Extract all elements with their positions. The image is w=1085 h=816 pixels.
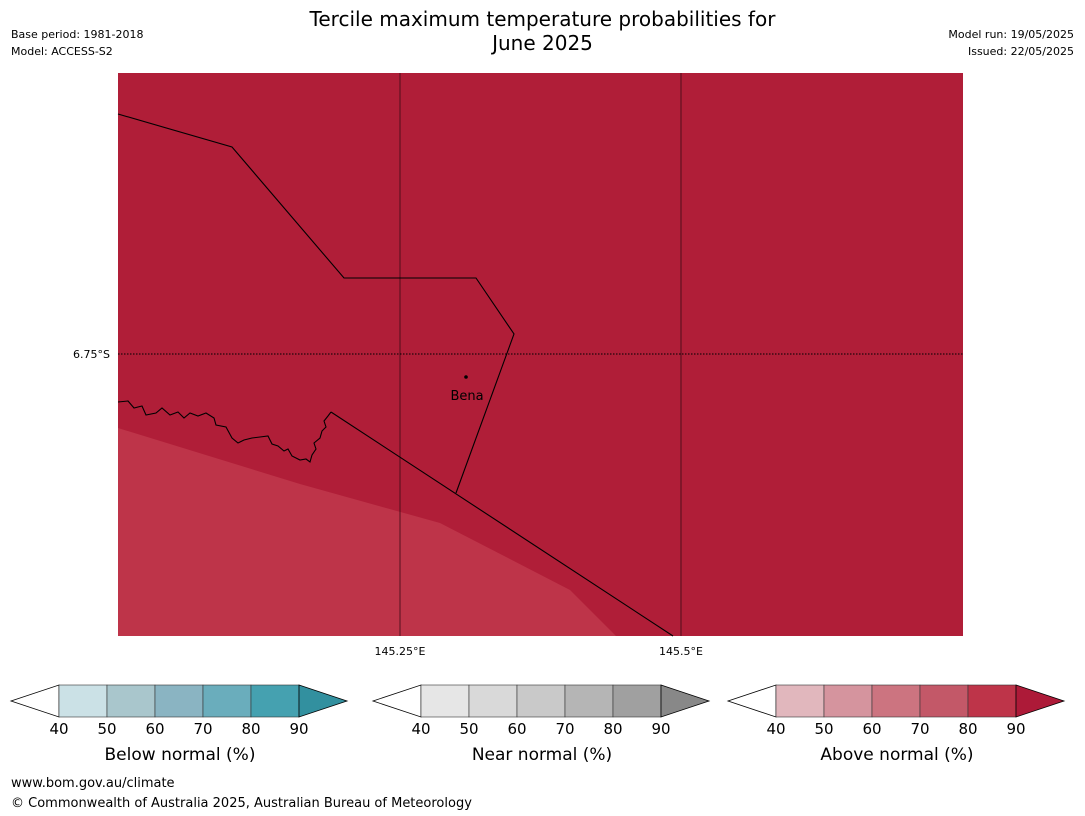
colorbar-tick-label: 40 [766, 720, 785, 738]
base-period: Base period: 1981-2018 [11, 28, 144, 41]
title-line-2: June 2025 [492, 31, 593, 55]
colorbar-segment [58, 684, 108, 718]
colorbar-below-normal-label: Below normal (%) [104, 745, 256, 765]
bena-marker [464, 375, 468, 379]
province-boundary-south [330, 411, 674, 637]
colorbar-above-normal: 40 50 60 70 80 90 [726, 684, 1066, 738]
colorbar-near-normal: 40 50 60 70 80 90 [371, 684, 711, 738]
colorbar-segment [871, 684, 921, 718]
lon-label-145-5: 145.5°E [659, 645, 703, 658]
colorbar-tick-label: 70 [193, 720, 212, 738]
footer-copyright: © Commonwealth of Australia 2025, Austra… [11, 796, 472, 811]
colorbar-segment [612, 684, 662, 718]
colorbar-tick-label: 80 [241, 720, 260, 738]
meta-right: Model run: 19/05/2025 Issued: 22/05/2025 [948, 26, 1074, 60]
colorbar-segment [202, 684, 252, 718]
colorbar-segment [967, 684, 1017, 718]
colorbar-segment [516, 684, 566, 718]
colorbar-segment [564, 684, 614, 718]
colorbar-lower-extend [371, 684, 422, 718]
bena-label: Bena [450, 389, 483, 404]
colorbar-upper-extend [660, 684, 711, 718]
colorbar-tick-label: 50 [814, 720, 833, 738]
colorbar-segment [420, 684, 470, 718]
colorbar-tick-label: 60 [507, 720, 526, 738]
colorbar-segment [106, 684, 156, 718]
colorbar-segment [823, 684, 873, 718]
colorbar-below-normal: 40 50 60 70 80 90 [9, 684, 349, 738]
colorbar-upper-extend [298, 684, 349, 718]
colorbar-segment [775, 684, 825, 718]
map-fill-lower-probability [118, 428, 616, 636]
colorbar-tick-label: 60 [145, 720, 164, 738]
colorbar-segment [468, 684, 518, 718]
colorbar-lower-extend [9, 684, 60, 718]
colorbar-upper-extend [1015, 684, 1066, 718]
colorbar-tick-label: 60 [862, 720, 881, 738]
colorbar-tick-label: 70 [555, 720, 574, 738]
province-boundary-river [117, 400, 332, 463]
colorbar-tick-label: 40 [411, 720, 430, 738]
issued-date: Issued: 22/05/2025 [967, 45, 1074, 58]
model-name: Model: ACCESS-S2 [11, 45, 113, 58]
model-run-date: Model run: 19/05/2025 [948, 28, 1074, 41]
colorbar-tick-label: 90 [289, 720, 308, 738]
colorbar-segment [919, 684, 969, 718]
lat-label: 6.75°S [73, 348, 110, 361]
colorbar-tick-label: 80 [958, 720, 977, 738]
province-boundary-north [117, 113, 515, 494]
colorbar-tick-label: 70 [910, 720, 929, 738]
colorbar-near-normal-label: Near normal (%) [471, 745, 613, 765]
meta-left: Base period: 1981-2018 Model: ACCESS-S2 [11, 26, 143, 60]
colorbar-tick-label: 90 [651, 720, 670, 738]
colorbar-above-normal-label: Above normal (%) [820, 745, 974, 765]
colorbar-tick-label: 90 [1006, 720, 1025, 738]
colorbar-lower-extend [726, 684, 777, 718]
title-line-1: Tercile maximum temperature probabilitie… [309, 7, 776, 31]
colorbar-segment [154, 684, 204, 718]
colorbar-tick-label: 50 [459, 720, 478, 738]
chart-title: Tercile maximum temperature probabilitie… [0, 7, 1085, 55]
colorbar-tick-label: 40 [49, 720, 68, 738]
colorbar-tick-label: 50 [97, 720, 116, 738]
colorbar-segment [250, 684, 300, 718]
colorbar-tick-label: 80 [603, 720, 622, 738]
footer-url: www.bom.gov.au/climate [11, 776, 175, 791]
lon-label-145-25: 145.25°E [375, 645, 426, 658]
